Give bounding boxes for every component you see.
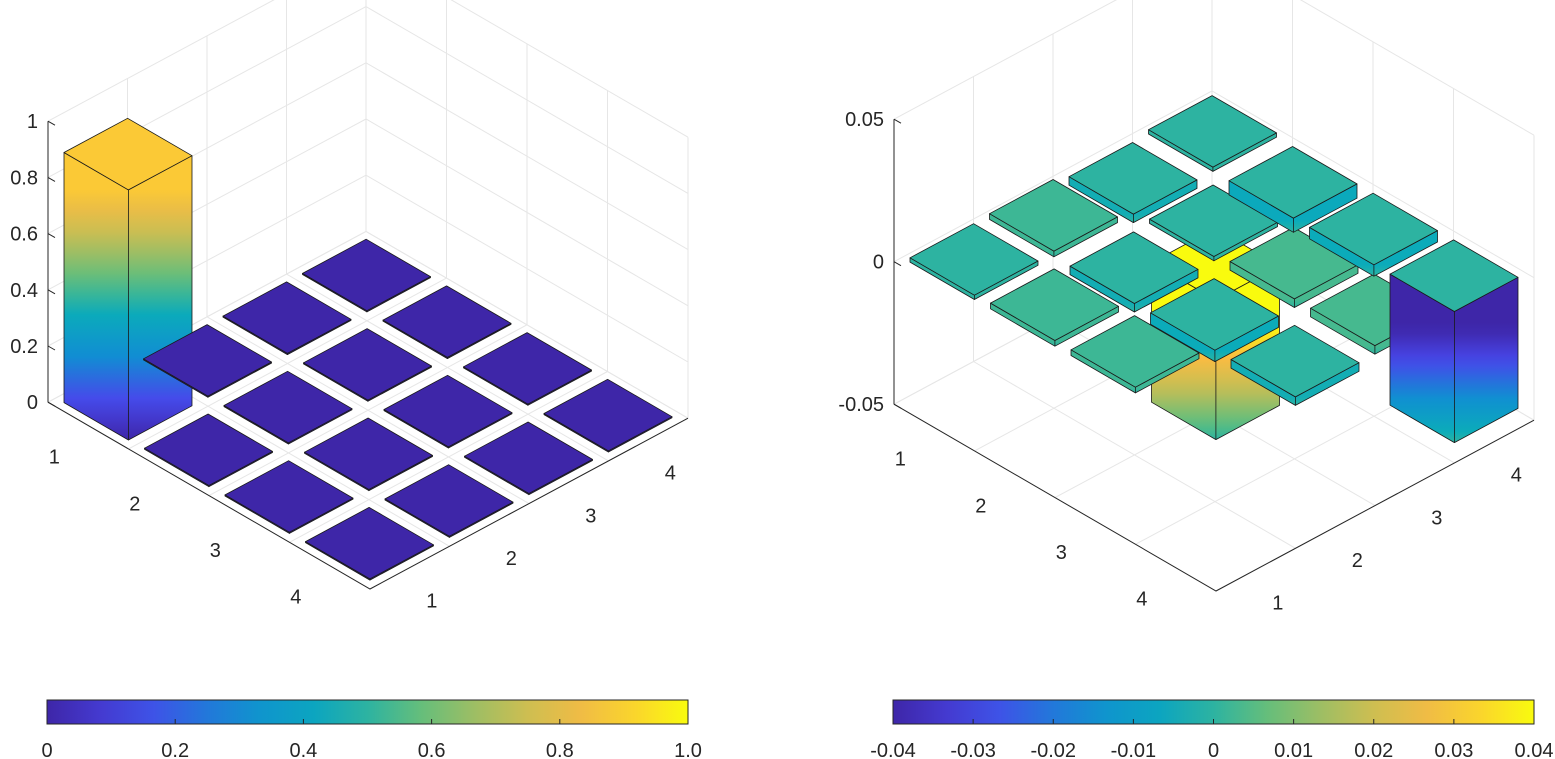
col-tick-label: 2: [506, 548, 517, 570]
z-tick-label: 1: [27, 111, 38, 133]
bar: [304, 417, 433, 492]
z-tick-label: 0.8: [10, 167, 38, 189]
row-tick-label: 4: [290, 587, 301, 609]
z-tick-label: 0.4: [10, 280, 38, 302]
colorbar-tick-label: 0.04: [1515, 740, 1554, 759]
row-tick-label: 2: [129, 493, 140, 515]
bar: [1389, 239, 1519, 444]
bar: [382, 285, 512, 360]
z-tick-label: 0: [27, 392, 38, 414]
bar: [463, 332, 592, 406]
floor-axes: [893, 403, 1535, 592]
bar: [1309, 192, 1438, 277]
bar: [990, 268, 1119, 347]
colorbar-tick-label: 0.01: [1274, 740, 1313, 759]
colorbar-tick-label: -0.03: [950, 740, 996, 759]
colorbar-tick-label: 0.4: [289, 740, 317, 759]
bar: [383, 374, 513, 449]
row-tick-label: 3: [210, 540, 221, 562]
colorbar-tick-label: 0.8: [546, 740, 574, 759]
bar: [63, 117, 193, 441]
colorbar-tick-label: -0.04: [870, 740, 916, 759]
bar: [1068, 142, 1198, 224]
bar: [305, 506, 434, 581]
col-tick-label: 2: [1352, 550, 1363, 572]
z-tick-label: 0.2: [10, 336, 38, 358]
bar: [909, 223, 1039, 300]
bar: [144, 413, 273, 488]
bar: [303, 328, 432, 402]
colorbar-tick-label: 1.0: [674, 740, 702, 759]
bar: [543, 378, 673, 453]
bar3d-plot-right: -0.05 0 0.05 1 2 3 4 1 2 3 4: [838, 0, 1535, 615]
col-tick-label: 1: [426, 591, 437, 613]
row-tick-label: 3: [1056, 542, 1067, 564]
col-tick-label: 4: [665, 463, 676, 485]
bar: [1230, 324, 1360, 406]
colorbar-tick-label: 0.6: [418, 740, 446, 759]
colorbar-tick-label: 0.02: [1354, 740, 1393, 759]
bar: [1150, 278, 1279, 363]
col-tick-label: 3: [585, 505, 596, 527]
bar: [1069, 231, 1199, 313]
row-tick-label: 2: [975, 495, 986, 517]
bar: [1070, 315, 1200, 394]
colorbar-tick-label: 0.03: [1434, 740, 1473, 759]
bar: [223, 370, 353, 445]
z-tick-label: 0.05: [845, 109, 884, 131]
colorbar-tick-label: -0.02: [1030, 740, 1076, 759]
colorbar-tick-label: 0.2: [161, 740, 189, 759]
bar: [1148, 95, 1277, 172]
bar: [224, 460, 354, 534]
row-tick-label: 1: [895, 449, 906, 471]
bar: [302, 238, 431, 313]
colorbar-left: 0 0.2 0.4 0.6 0.8 1.0: [41, 699, 702, 759]
bar: [384, 464, 514, 538]
bar: [1149, 184, 1278, 262]
bar: [989, 179, 1118, 258]
col-tick-label: 1: [1272, 593, 1283, 615]
row-tick-label: 1: [49, 447, 60, 469]
z-tick-label: -0.05: [838, 394, 884, 416]
col-tick-label: 3: [1431, 507, 1442, 529]
bar: [222, 281, 352, 356]
colorbar-right: -0.04 -0.03 -0.02 -0.01 0 0.01 0.02 0.03 0.04: [870, 699, 1554, 759]
floor-axes: [47, 401, 689, 590]
z-tick-label: 0: [873, 252, 884, 274]
row-tick-label: 4: [1136, 589, 1147, 611]
z-tick-label: 0.6: [10, 224, 38, 246]
bar3d-plot-left: 0 0.2 0.4 0.6 0.8 1 1 2 3 4 1 2 3 4: [10, 0, 689, 613]
bar: [143, 324, 272, 398]
bar: [1229, 226, 1359, 308]
col-tick-label: 4: [1511, 465, 1522, 487]
colorbar-tick-label: -0.01: [1111, 740, 1157, 759]
colorbar-tick-label: 0: [41, 740, 52, 759]
colorbar-gradient: [46, 699, 689, 725]
bar: [1228, 146, 1358, 233]
colorbar-tick-label: 0: [1208, 740, 1219, 759]
bar: [464, 421, 593, 496]
